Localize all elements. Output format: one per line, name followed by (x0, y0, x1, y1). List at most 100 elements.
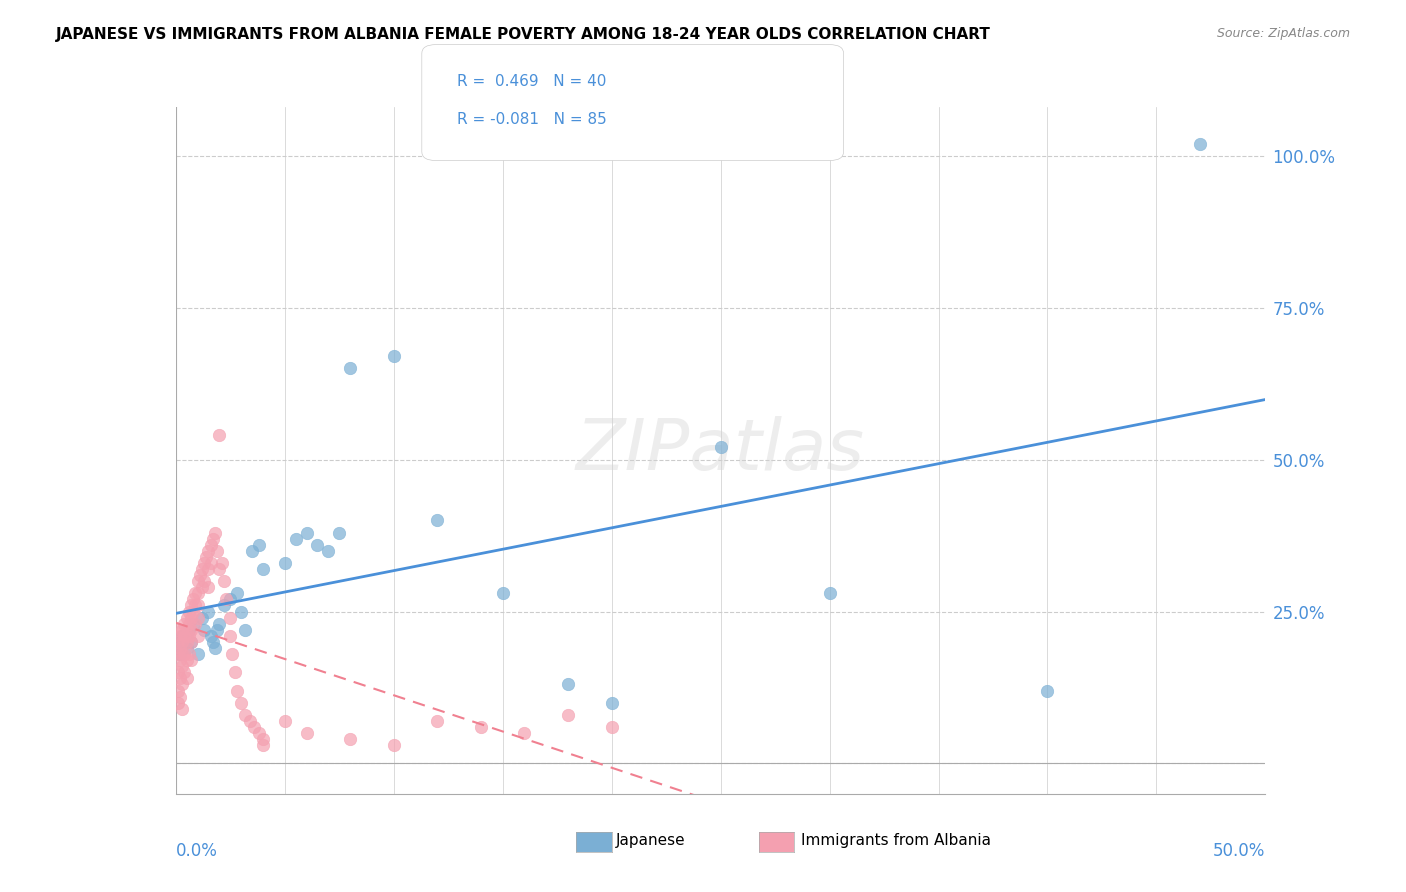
Point (231, 696, 253, 710)
Point (167, 635, 190, 649)
Point (167, 635, 190, 649)
Point (180, 653, 202, 667)
Text: 0.0%: 0.0% (176, 842, 218, 860)
Point (252, 738, 274, 752)
Point (295, 525, 318, 540)
Point (167, 665, 190, 680)
Point (167, 623, 190, 637)
Point (176, 672, 198, 686)
Point (172, 623, 194, 637)
Point (318, 543, 340, 558)
Point (181, 605, 204, 619)
Point (274, 556, 297, 570)
Point (200, 538, 222, 552)
Point (247, 538, 270, 552)
Point (201, 532, 224, 546)
Point (177, 616, 200, 631)
Point (176, 635, 198, 649)
Point (188, 568, 211, 582)
Point (172, 677, 194, 691)
Point (184, 616, 207, 631)
Point (176, 623, 198, 637)
Point (247, 726, 270, 740)
Point (186, 629, 209, 643)
Point (184, 586, 207, 600)
Point (180, 599, 202, 613)
Text: JAPANESE VS IMMIGRANTS FROM ALBANIA FEMALE POVERTY AMONG 18-24 YEAR OLDS CORRELA: JAPANESE VS IMMIGRANTS FROM ALBANIA FEMA… (56, 27, 991, 42)
Point (172, 635, 194, 649)
Point (167, 696, 190, 710)
Point (426, 513, 449, 527)
Point (186, 574, 209, 589)
Point (169, 629, 191, 643)
Point (180, 610, 202, 624)
Point (235, 623, 257, 637)
Point (219, 592, 242, 607)
Point (225, 683, 247, 698)
Point (176, 653, 198, 667)
Point (172, 702, 194, 716)
Point (204, 640, 226, 655)
Text: Immigrants from Albania: Immigrants from Albania (801, 833, 991, 847)
Point (600, 720, 623, 734)
Point (211, 556, 233, 570)
Point (208, 616, 231, 631)
Point (492, 586, 515, 600)
Point (172, 659, 194, 673)
Point (173, 647, 195, 661)
Point (818, 586, 841, 600)
Text: Source: ZipAtlas.com: Source: ZipAtlas.com (1216, 27, 1350, 40)
Point (201, 635, 224, 649)
Point (212, 574, 235, 589)
Point (426, 714, 449, 728)
Point (169, 690, 191, 704)
Point (193, 623, 215, 637)
Point (195, 549, 218, 564)
Point (382, 349, 405, 363)
Point (197, 543, 219, 558)
Point (167, 647, 190, 661)
Point (240, 543, 263, 558)
Point (176, 640, 198, 655)
Point (177, 623, 200, 637)
Point (215, 592, 238, 607)
Point (180, 635, 202, 649)
Point (181, 592, 204, 607)
Point (252, 562, 274, 576)
Point (219, 629, 242, 643)
Point (186, 599, 209, 613)
Point (169, 640, 191, 655)
Point (180, 635, 202, 649)
Point (172, 647, 194, 661)
Point (557, 677, 579, 691)
Point (295, 726, 318, 740)
Point (200, 629, 222, 643)
Text: Japanese: Japanese (616, 833, 686, 847)
Point (191, 562, 214, 576)
Point (1189, 136, 1212, 151)
Point (186, 586, 209, 600)
Point (193, 574, 215, 589)
Point (243, 720, 266, 734)
Point (1036, 683, 1059, 698)
Point (197, 562, 219, 576)
Point (181, 616, 204, 631)
Point (193, 556, 215, 570)
Point (219, 610, 242, 624)
Point (225, 586, 247, 600)
Point (205, 623, 228, 637)
Point (177, 605, 200, 619)
Point (239, 714, 262, 728)
Point (205, 543, 228, 558)
Point (208, 562, 231, 576)
Point (274, 714, 297, 728)
Point (197, 605, 219, 619)
Point (200, 556, 222, 570)
Point (173, 665, 195, 680)
Point (328, 525, 350, 540)
Point (177, 647, 200, 661)
Point (204, 525, 226, 540)
Text: 50.0%: 50.0% (1213, 842, 1265, 860)
Text: ZIPatlas: ZIPatlas (576, 416, 865, 485)
Point (339, 361, 361, 376)
